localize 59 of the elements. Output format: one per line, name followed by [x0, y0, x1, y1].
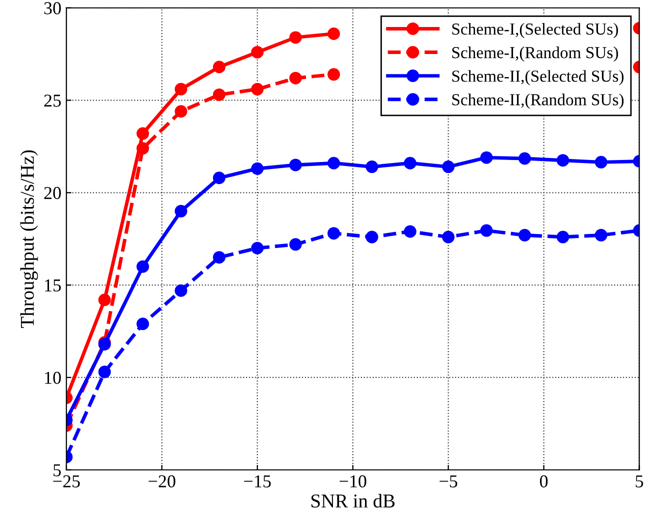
point	[212, 251, 226, 264]
y-tick-label: 25	[44, 94, 61, 107]
y-tick-label: 15	[45, 279, 61, 292]
point	[174, 105, 188, 118]
point	[518, 152, 531, 165]
y-tick-label: 5	[54, 464, 61, 476]
point	[251, 162, 264, 175]
point	[518, 228, 531, 242]
x-axis-title: SNR in dB	[311, 494, 395, 508]
point	[174, 284, 188, 297]
point	[289, 238, 302, 251]
point	[212, 88, 226, 101]
x-tick-label: 0	[540, 475, 548, 488]
point	[327, 27, 340, 40]
point	[556, 154, 570, 167]
point	[327, 227, 340, 240]
x-tick-label: −5	[440, 475, 458, 488]
point	[98, 366, 111, 378]
x-tick-label: −25	[53, 475, 80, 488]
legend-label: Scheme-I,(Selected SUs)	[452, 22, 618, 38]
x-tick-label: 5	[636, 475, 644, 488]
point	[212, 172, 226, 184]
point	[594, 156, 608, 168]
legend-label: Scheme-I,(Random SUs)	[452, 46, 618, 62]
point	[136, 260, 150, 273]
point	[442, 160, 455, 174]
legend-label: Scheme-II,(Random SUs)	[452, 94, 624, 109]
point	[289, 72, 302, 84]
point	[98, 294, 111, 306]
point	[251, 46, 264, 58]
point	[251, 242, 264, 254]
point	[136, 318, 150, 330]
y-tick-label: 20	[44, 186, 61, 200]
legend-label: Scheme-II,(Selected SUs)	[452, 70, 624, 86]
y-tick-label: 10	[45, 372, 61, 384]
point	[136, 142, 150, 155]
point	[404, 225, 416, 238]
point	[289, 158, 302, 172]
point	[594, 228, 608, 242]
point	[480, 224, 493, 237]
x-tick-label: −10	[340, 475, 366, 488]
point	[556, 230, 570, 244]
point	[480, 151, 493, 164]
point	[442, 230, 455, 244]
point	[366, 160, 378, 174]
point	[404, 156, 416, 170]
point	[212, 60, 226, 74]
point	[251, 82, 264, 96]
y-tick-label: 30	[44, 2, 61, 14]
x-tick-label: −15	[244, 475, 271, 488]
point	[289, 31, 302, 44]
point	[136, 127, 150, 140]
point	[174, 204, 188, 218]
point	[327, 68, 340, 81]
y-axis-title: Throughput (bits/s/Hz)	[20, 150, 38, 328]
point	[366, 230, 378, 244]
point	[174, 82, 188, 96]
point	[327, 156, 340, 170]
x-tick-label: −20	[148, 475, 176, 488]
